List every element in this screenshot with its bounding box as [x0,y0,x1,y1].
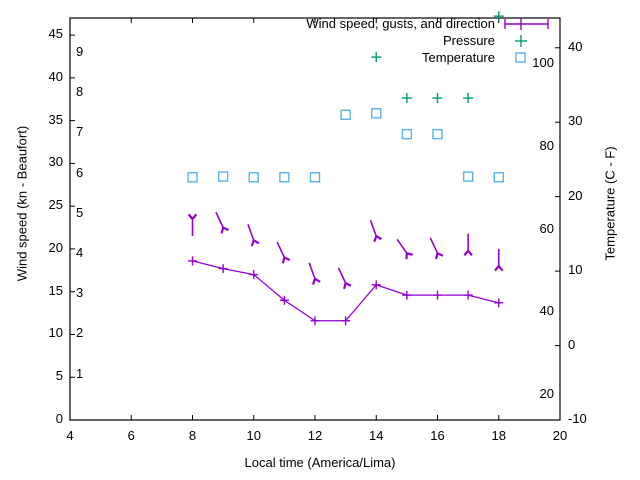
beaufort-tick-9: 9 [76,44,84,60]
x-tick-20: 20 [552,428,568,443]
x-tick-16: 16 [430,428,445,443]
y2-tick-c-10: 10 [568,262,583,278]
x-tick-10: 10 [246,428,261,443]
y2-tick-f-80: 80 [539,138,554,154]
beaufort-tick-6: 6 [76,164,84,180]
y-tick-0: 0 [55,411,63,426]
beaufort-tick-5: 5 [76,204,84,220]
y2-tick-c-0: 0 [568,336,576,352]
y2-tick-c-30: 30 [568,113,583,129]
beaufort-tick-1: 1 [76,365,84,381]
y-tick-25: 25 [48,197,63,213]
x-axis-label: Local time (America/Lima) [244,455,396,470]
y2-tick-f-60: 60 [539,220,554,236]
y2-tick-c-40: 40 [568,38,583,54]
x-tick-8: 8 [188,428,197,443]
series-pressure [371,11,504,104]
x-tick-6: 6 [127,428,135,443]
legend-markers [504,18,549,63]
plot-frame [69,17,561,421]
legend-label-temperature: Temperature [422,50,495,65]
y-tick-15: 15 [48,282,63,298]
y2-tick-c--10: -10 [568,411,587,426]
x-tick-4: 4 [66,428,74,443]
y-tick-45: 45 [48,26,63,42]
y2-tick-f-100: 100 [532,55,554,71]
beaufort-tick-2: 2 [76,325,84,341]
beaufort-tick-4: 4 [76,245,84,261]
y2-tick-c-20: 20 [568,187,583,203]
y-tick-20: 20 [48,239,63,255]
x-tick-18: 18 [491,428,506,443]
y2-tick-f-40: 40 [539,303,554,319]
y-tick-5: 5 [55,368,63,384]
legend-label-wind: Wind speed, gusts, and direction [306,16,495,31]
series-wind-direction-arrows [187,211,504,290]
x-tick-12: 12 [307,428,323,443]
series-wind-speed [188,256,504,326]
y-tick-10: 10 [48,325,63,341]
legend-label-pressure: Pressure [442,33,495,48]
beaufort-tick-3: 3 [76,285,84,301]
beaufort-tick-8: 8 [76,84,84,100]
y-tick-30: 30 [48,154,63,170]
x-tick-14: 14 [369,428,384,443]
beaufort-tick-7: 7 [76,124,84,140]
y2-tick-f-20: 20 [539,386,554,402]
axis-ticks [69,18,561,421]
y-tick-35: 35 [48,111,63,127]
y-tick-40: 40 [48,68,63,84]
series-temperature [187,108,504,183]
